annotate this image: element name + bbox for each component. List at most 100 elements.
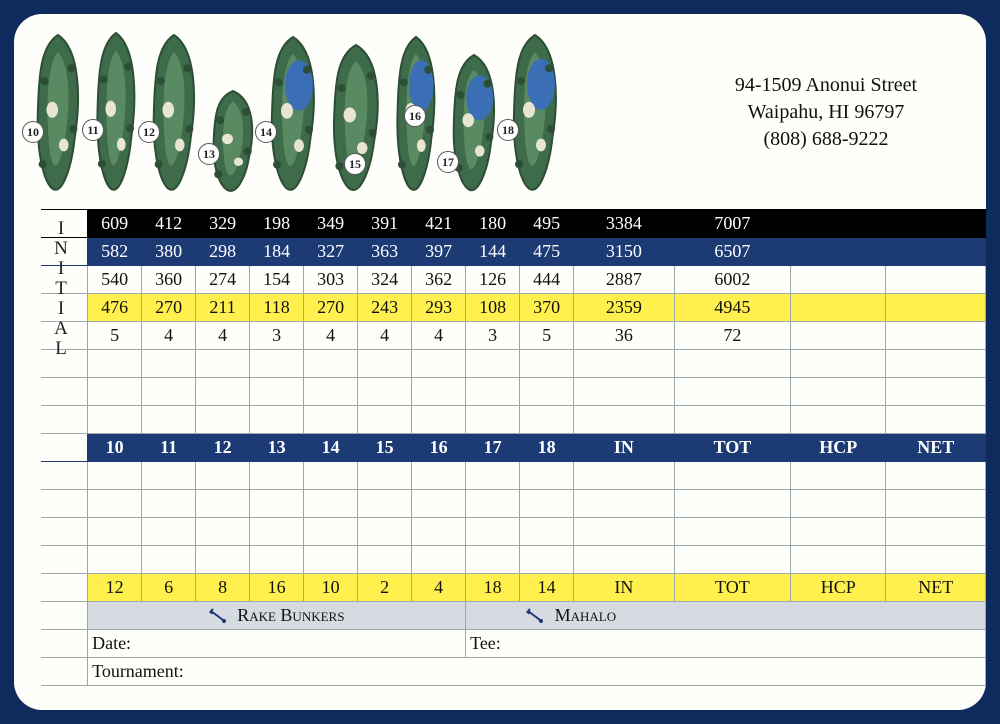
cell: 6002 — [674, 266, 790, 294]
hole-svg — [268, 35, 318, 193]
cell — [412, 350, 466, 378]
cell — [304, 350, 358, 378]
cell: 14 — [304, 434, 358, 462]
cell: 582 — [88, 238, 142, 266]
hole-svg — [150, 33, 198, 193]
score-table: 6094123291983493914211804953384700758238… — [41, 209, 986, 686]
cell: TOT — [674, 574, 790, 602]
cell — [886, 378, 986, 406]
cell — [791, 518, 886, 546]
cell — [88, 462, 142, 490]
cell: 4945 — [674, 294, 790, 322]
rake-icon — [209, 608, 227, 624]
cell — [520, 350, 574, 378]
hole-map-14: 14 — [268, 35, 318, 193]
cell — [466, 462, 520, 490]
handicap-row: 12681610241814INTOTHCPNET — [41, 574, 986, 602]
side-label-char: I — [58, 299, 66, 319]
cell — [304, 462, 358, 490]
side-label-char: T — [55, 279, 69, 299]
cell: 12 — [196, 434, 250, 462]
cell — [412, 462, 466, 490]
date-tee-row: Date:Tee: — [41, 630, 986, 658]
hole-svg — [94, 31, 138, 193]
cell — [412, 490, 466, 518]
cell — [196, 546, 250, 574]
cell: 412 — [142, 210, 196, 238]
label-gutter — [41, 406, 88, 434]
cell: 4 — [412, 574, 466, 602]
cell — [886, 462, 986, 490]
cell — [791, 378, 886, 406]
cell: 370 — [520, 294, 574, 322]
cell — [88, 406, 142, 434]
cell: 10 — [88, 434, 142, 462]
cell: 3384 — [574, 210, 675, 238]
cell — [791, 238, 886, 266]
cell — [250, 490, 304, 518]
tournament-row: Tournament: — [41, 658, 986, 686]
cell — [674, 378, 790, 406]
cell — [358, 518, 412, 546]
cell: 2 — [358, 574, 412, 602]
hole-map-15: 15 — [330, 43, 382, 193]
hole-map-17: 17 — [450, 53, 498, 193]
cell: 8 — [196, 574, 250, 602]
cell: 327 — [304, 238, 358, 266]
cell — [358, 350, 412, 378]
etiquette-right: Mahalo — [466, 602, 986, 630]
cell — [250, 462, 304, 490]
cell: 303 — [304, 266, 358, 294]
cell — [412, 406, 466, 434]
hole-number-badge: 15 — [344, 153, 366, 175]
address-line1: 94-1509 Anonui Street — [686, 72, 966, 99]
cell — [358, 546, 412, 574]
cell: 16 — [250, 574, 304, 602]
hole-map-16: 16 — [394, 35, 438, 193]
cell — [466, 406, 520, 434]
label-gutter — [41, 546, 88, 574]
cell — [886, 322, 986, 350]
cell — [250, 406, 304, 434]
tee-row: 54036027415430332436212644428876002 — [41, 266, 986, 294]
cell — [41, 658, 88, 686]
side-label-char: I — [58, 219, 66, 239]
hole-svg — [34, 33, 82, 193]
cell — [674, 518, 790, 546]
cell — [196, 490, 250, 518]
cell — [520, 406, 574, 434]
score-row — [41, 546, 986, 574]
tee-label: Tee: — [466, 630, 986, 658]
cell: 540 — [88, 266, 142, 294]
tournament-label: Tournament: — [88, 658, 986, 686]
cell — [674, 462, 790, 490]
cell — [791, 322, 886, 350]
side-label-initial: INITIAL — [41, 211, 83, 367]
cell — [358, 378, 412, 406]
cell: 18 — [466, 574, 520, 602]
cell: 243 — [358, 294, 412, 322]
cell — [791, 490, 886, 518]
side-label-char: N — [54, 239, 70, 259]
cell: 397 — [412, 238, 466, 266]
cell: 36 — [574, 322, 675, 350]
cell: 4 — [304, 322, 358, 350]
top-area: 10 11 12 — [14, 14, 986, 199]
cell: 18 — [520, 434, 574, 462]
cell: 17 — [466, 434, 520, 462]
cell: 12 — [88, 574, 142, 602]
cell — [574, 350, 675, 378]
cell — [886, 266, 986, 294]
cell — [412, 378, 466, 406]
hole-number-badge: 13 — [198, 143, 220, 165]
label-gutter — [41, 490, 88, 518]
scorecard: 10 11 12 — [14, 14, 986, 710]
hole-map-13: 13 — [210, 89, 256, 193]
cell — [886, 406, 986, 434]
cell: 329 — [196, 210, 250, 238]
cell: 6 — [142, 574, 196, 602]
cell: 108 — [466, 294, 520, 322]
hole-svg — [450, 53, 498, 193]
cell — [304, 518, 358, 546]
cell — [674, 406, 790, 434]
